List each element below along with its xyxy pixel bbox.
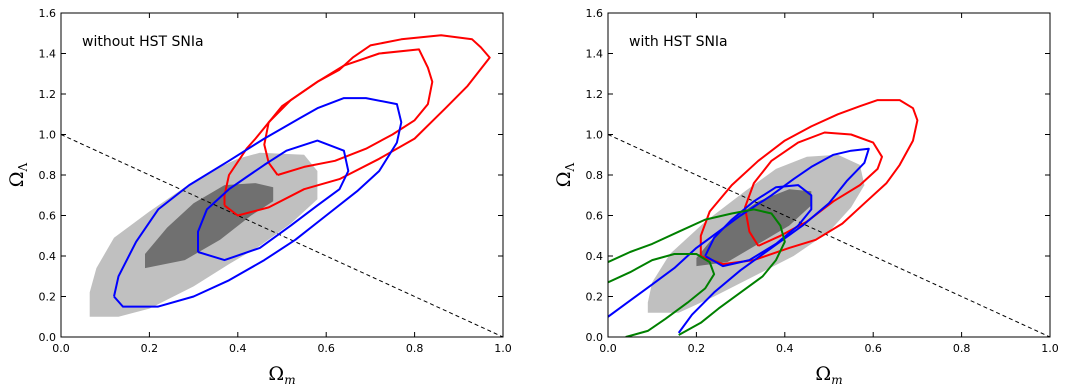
- contour-series3-level1: [608, 208, 786, 336]
- x-tick-label: 0.6: [864, 342, 882, 355]
- y-tick-label: 0.6: [39, 210, 57, 223]
- x-tick-label: 0.0: [599, 342, 617, 355]
- y-tick-label: 0.8: [586, 169, 604, 182]
- contour-series1-level2: [263, 48, 434, 176]
- chart-panel-1: 0.0 0.2 0.4 0.6 0.8 1.0 0.0 0.2 0.4 0.6 0.8 1.0 1.2 1…: [6, 7, 512, 387]
- y-tick-label: 1.2: [39, 88, 57, 101]
- contour-series2-level2: [704, 184, 813, 268]
- y-tick-label: 0.0: [586, 331, 604, 344]
- y-tick-label: 1.6: [586, 7, 604, 20]
- y-tick-label: 0.6: [586, 210, 604, 223]
- chart-annotation: without HST SNIa: [82, 34, 204, 50]
- contour-series2-level2: [197, 139, 350, 262]
- x-tick-label: 0.4: [776, 342, 794, 355]
- y-tick-label: 0.4: [586, 250, 604, 263]
- confidence-region-2: [696, 189, 812, 267]
- y-tick-label: 1.4: [39, 48, 57, 61]
- x-tick-label: 1.0: [494, 342, 512, 355]
- plot-area: [61, 34, 503, 337]
- x-axis-label: Ωm: [815, 363, 842, 387]
- y-tick-label: 1.0: [586, 129, 604, 142]
- x-tick-label: 0.2: [688, 342, 706, 355]
- confidence-region-2: [145, 183, 274, 269]
- y-tick-label: 0.2: [586, 291, 604, 304]
- y-tick-label: 0.2: [39, 291, 57, 304]
- y-axis-label: ΩΛ: [553, 162, 577, 187]
- x-tick-label: 0.6: [317, 342, 335, 355]
- chart-panel-2: 0.0 0.2 0.4 0.6 0.8 1.0 0.0 0.2 0.4 0.6 0.8 1.0 1.2 1…: [553, 7, 1059, 387]
- x-tick-label: 0.0: [52, 342, 70, 355]
- y-tick-label: 1.0: [39, 129, 57, 142]
- x-tick-label: 0.4: [229, 342, 247, 355]
- y-tick-label: 1.4: [586, 48, 604, 61]
- y-tick-label: 0.4: [39, 250, 57, 263]
- y-tick-label: 0.8: [39, 169, 57, 182]
- x-axis-label: Ωm: [268, 363, 295, 387]
- y-tick-label: 0.0: [39, 331, 57, 344]
- chart-annotation: with HST SNIa: [629, 34, 728, 50]
- x-tick-label: 0.2: [141, 342, 159, 355]
- contour-series2-level1: [113, 97, 403, 308]
- contour-series1-level1: [223, 34, 491, 217]
- contour-series1-level1: [699, 99, 919, 266]
- contour-series2-level1: [608, 147, 870, 334]
- x-tick-label: 0.8: [953, 342, 971, 355]
- x-tick-label: 1.0: [1041, 342, 1059, 355]
- y-tick-label: 1.2: [586, 88, 604, 101]
- y-axis-label: ΩΛ: [6, 162, 30, 187]
- x-tick-label: 0.8: [406, 342, 424, 355]
- contour-series3-level2: [608, 253, 716, 337]
- y-tick-label: 1.6: [39, 7, 57, 20]
- plot-area: [608, 99, 1050, 337]
